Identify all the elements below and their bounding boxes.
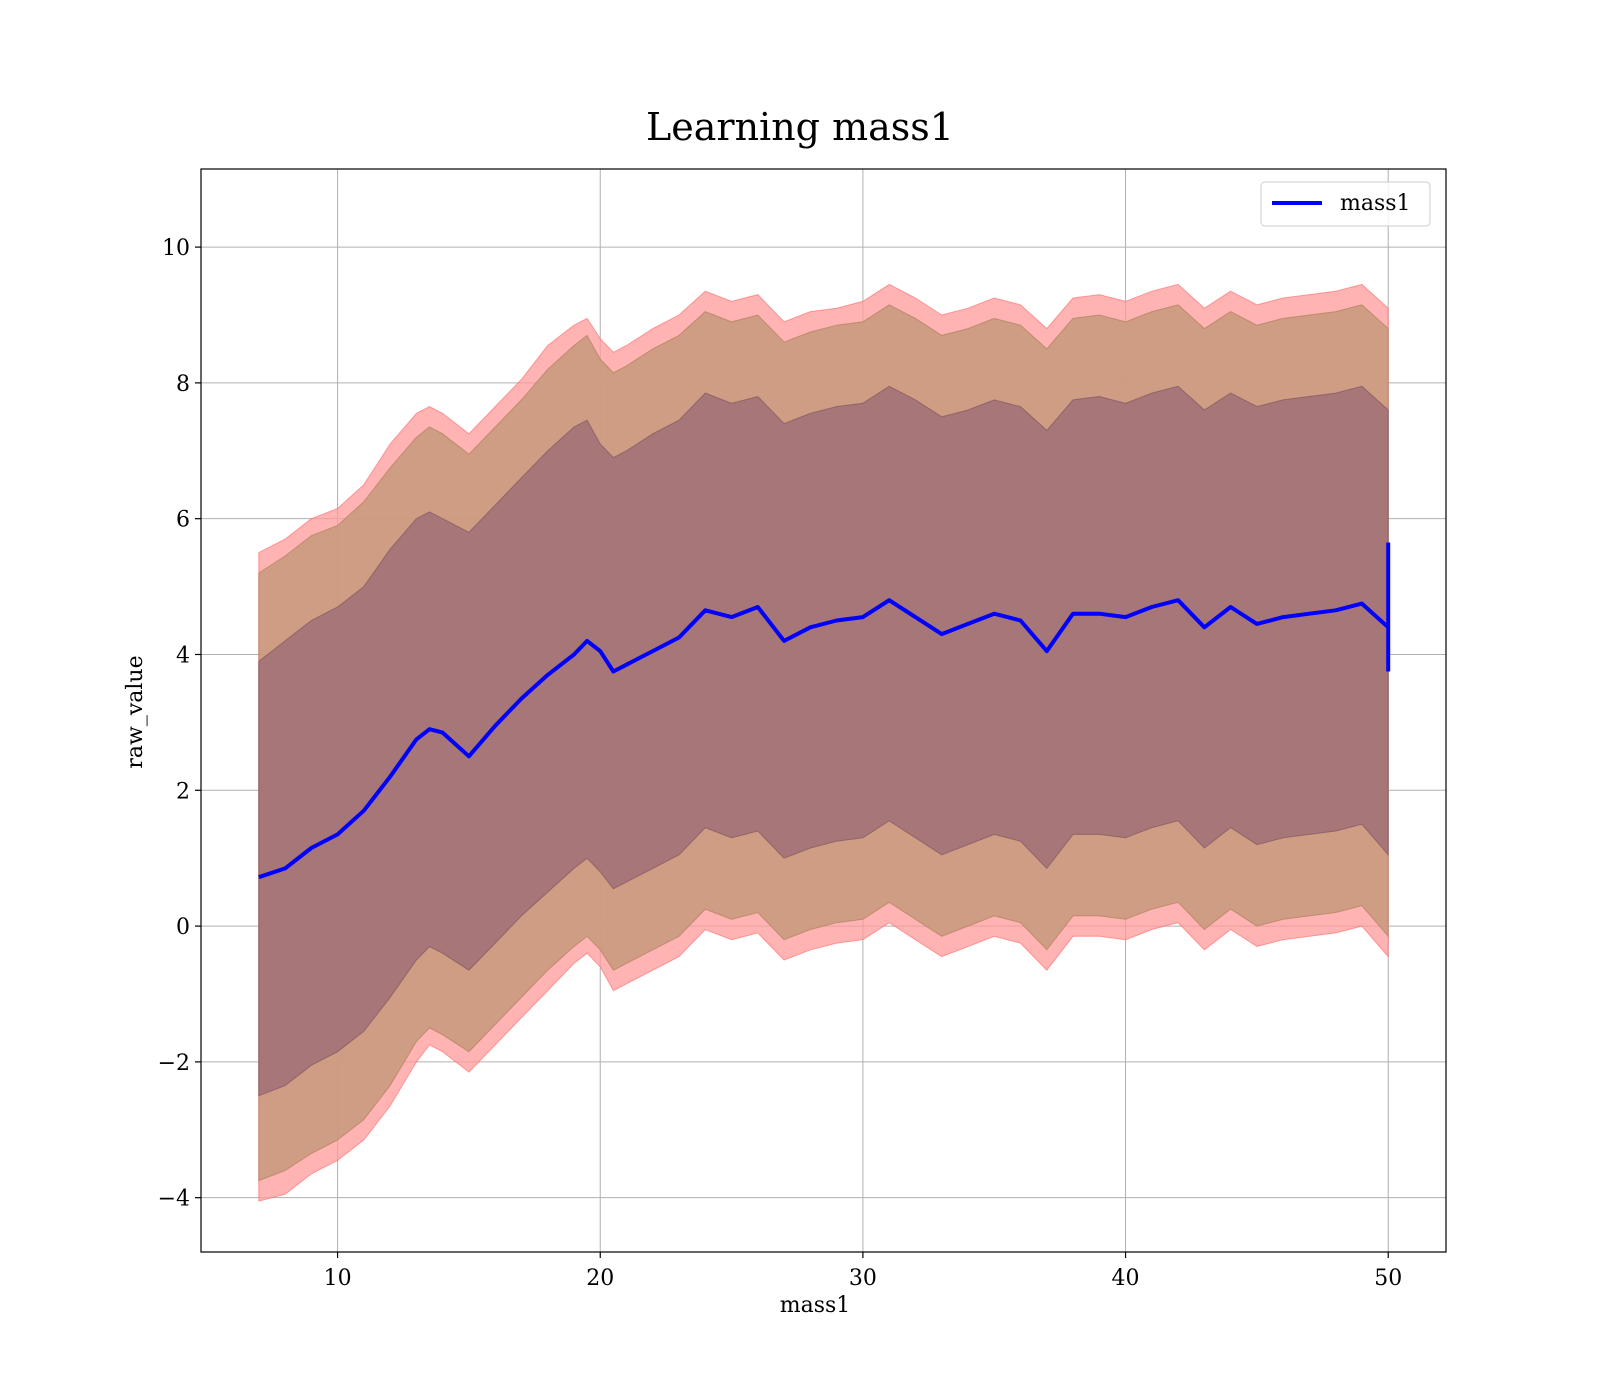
band-2 [258, 385, 1389, 1097]
legend-box [1260, 181, 1431, 227]
legend-label-mass1: mass1 [1340, 191, 1411, 216]
y-axis-ticks: −4 −2 0 2 4 6 8 10 [158, 236, 201, 1212]
x-tick-label-2: 30 [849, 1266, 877, 1291]
x-tick-label-0: 10 [324, 1266, 352, 1291]
y-axis-label: raw_value [123, 655, 148, 768]
axes-frame [200, 168, 1447, 1253]
y-tick-label-6: 8 [176, 372, 190, 397]
series-lines [258, 542, 1391, 880]
x-tick-label-1: 20 [586, 1266, 614, 1291]
series-line-0 [258, 598, 1390, 880]
y-tick-label-3: 2 [176, 779, 190, 804]
y-tick-label-4: 4 [176, 643, 190, 668]
chart-title: Learning mass1 [646, 105, 954, 149]
y-tick-label-1: −2 [158, 1051, 190, 1076]
y-tick-label-2: 0 [176, 915, 190, 940]
x-axis-ticks: 10 20 30 40 50 [324, 1252, 1402, 1291]
y-tick-label-0: −4 [158, 1187, 190, 1212]
y-tick-label-7: 10 [162, 236, 190, 261]
x-axis-label: mass1 [780, 1293, 851, 1318]
confidence-bands [258, 283, 1389, 1202]
x-tick-label-4: 50 [1374, 1266, 1402, 1291]
legend: mass1 [1260, 181, 1431, 227]
x-tick-label-3: 40 [1112, 1266, 1140, 1291]
y-tick-label-5: 6 [176, 508, 190, 533]
